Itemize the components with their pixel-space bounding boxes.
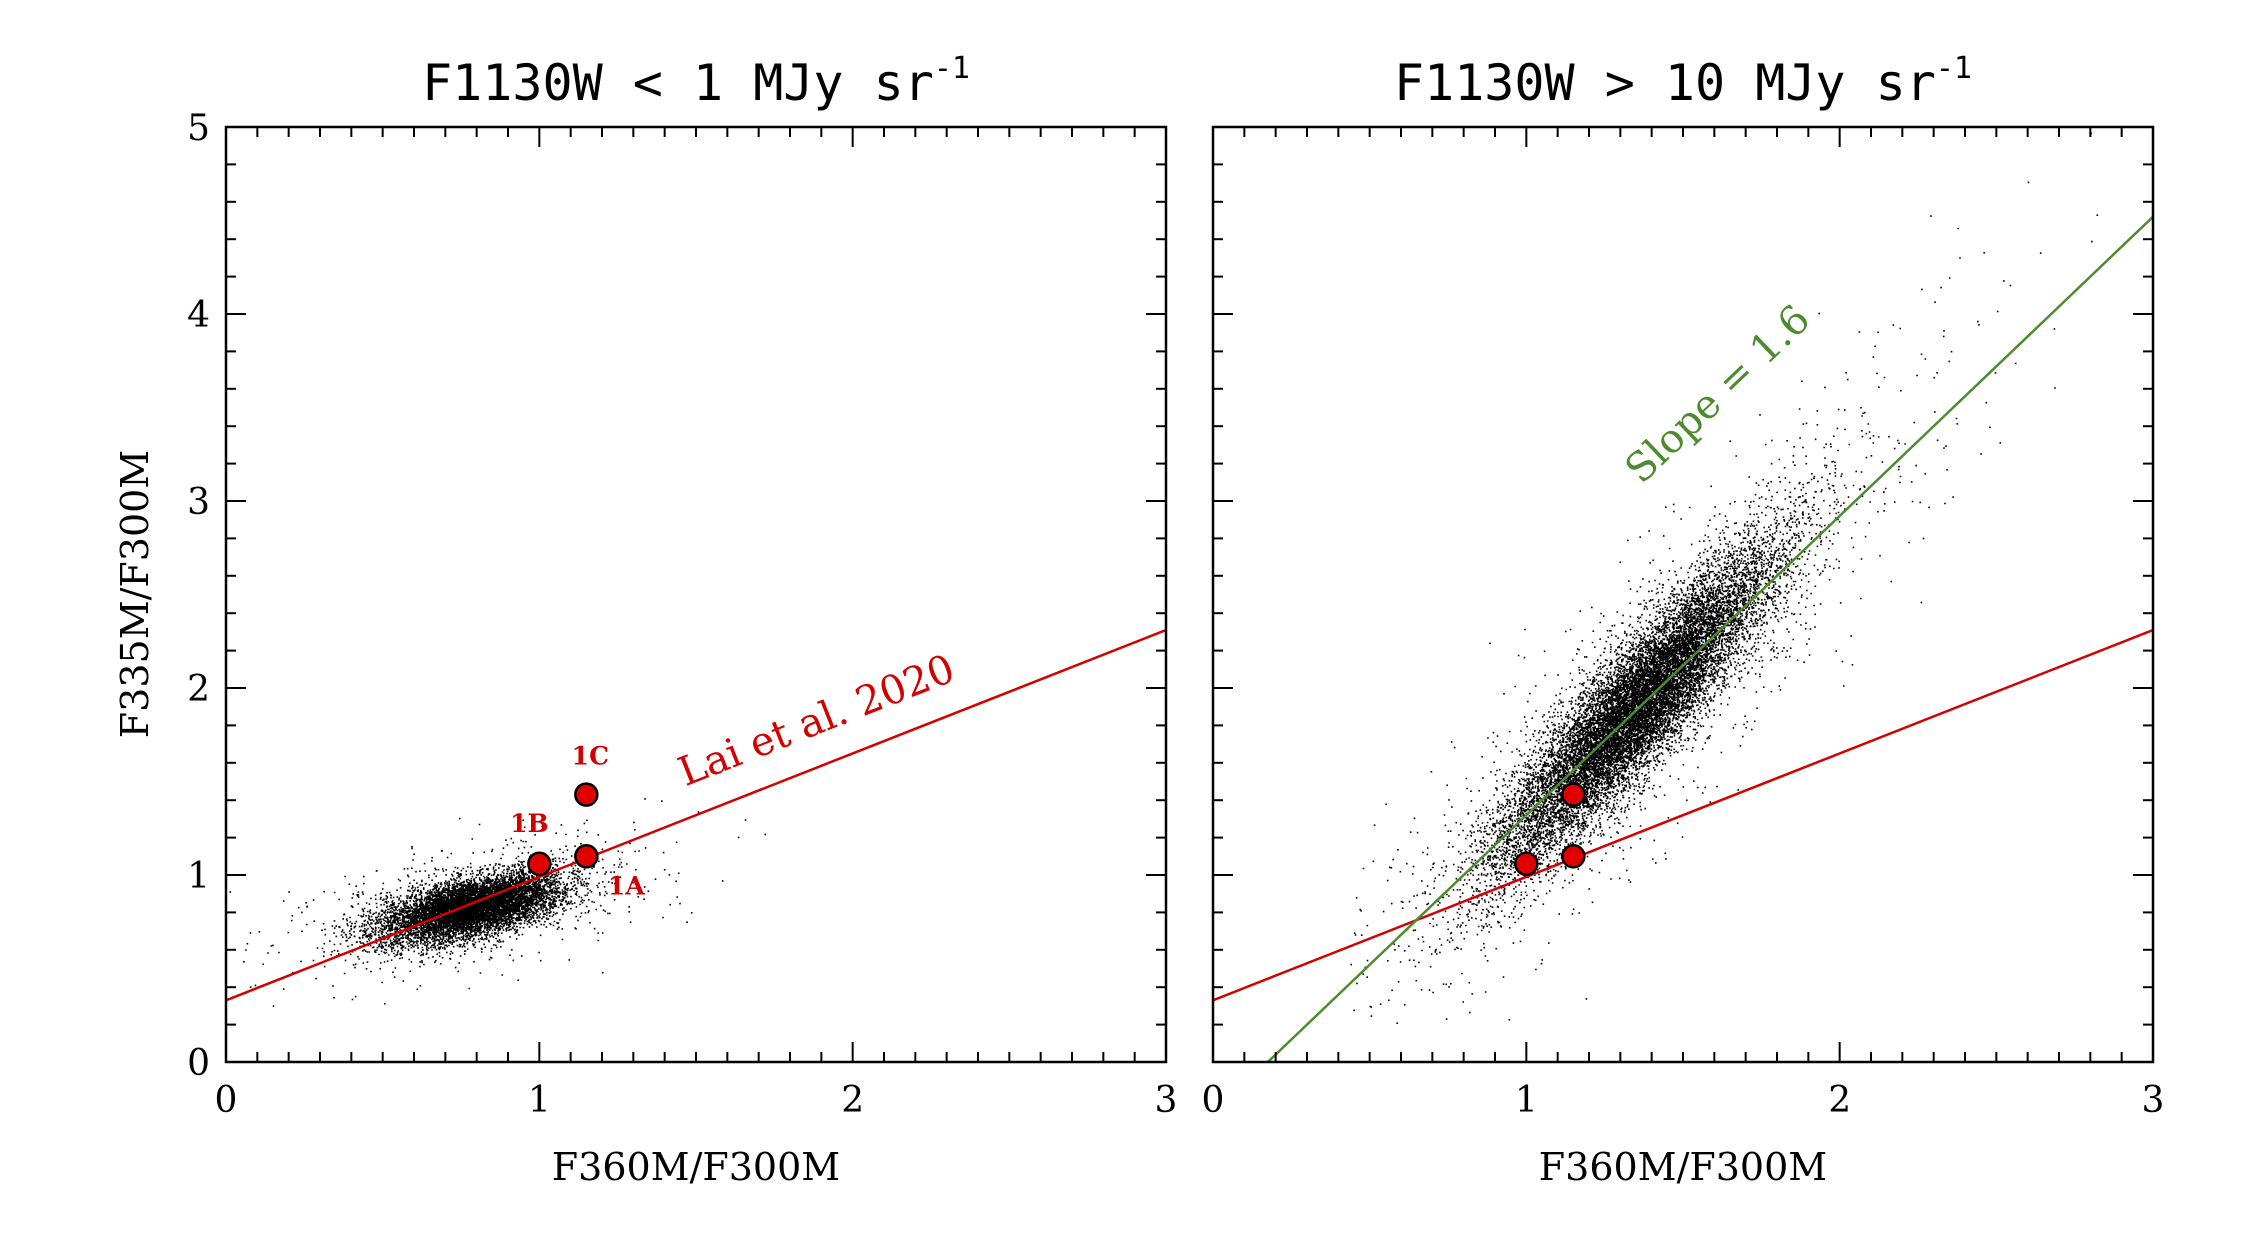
left-title-sup: -1: [934, 51, 970, 86]
line-annotation: Lai et al. 2020: [672, 646, 961, 796]
density-points: [229, 798, 767, 1007]
left-fit-lines: [226, 628, 1166, 1002]
x-tick-label: 3: [1155, 1080, 1178, 1121]
right-panel-title: F1130W > 10 MJy sr-1: [1394, 51, 1972, 112]
left-panel: F1130W < 1 MJy sr-1 1A 1B 1C Lai et al. 20…: [113, 51, 1177, 1189]
right-x-axis-label: F360M/F300M: [1539, 1145, 1827, 1189]
right-highlight-points: [1514, 782, 1586, 877]
lai-2020-line: [226, 628, 1166, 1002]
right-title-sup: -1: [1936, 51, 1972, 86]
highlight-point: [1561, 844, 1586, 869]
y-tick-label: 1: [187, 856, 210, 897]
lai-2020-line: [1213, 628, 2153, 1002]
point-label: 1B: [510, 809, 549, 838]
left-title-main: F1130W < 1 MJy sr: [422, 54, 934, 112]
y-tick-label: 4: [187, 295, 210, 336]
highlight-point: [1514, 851, 1539, 877]
density-points: [1350, 132, 2099, 1024]
right-panel: F1130W > 10 MJy sr-1 Slope = 1.6 0 1 2 3 F3…: [1202, 51, 2165, 1189]
highlight-point: [1561, 782, 1586, 807]
y-tick-label: 0: [187, 1043, 210, 1084]
left-panel-title: F1130W < 1 MJy sr-1: [422, 51, 970, 112]
right-x-axis: 0 1 2 3: [1202, 127, 2165, 1121]
left-y-axis-label: F335M/F300M: [113, 450, 157, 738]
x-tick-label: 2: [1828, 1080, 1851, 1121]
left-x-axis-label: F360M/F300M: [552, 1145, 840, 1189]
slope-fit-line: [1266, 215, 2153, 1062]
x-tick-label: 0: [1202, 1080, 1225, 1121]
right-y-axis: [1213, 126, 2153, 1063]
x-tick-label: 2: [841, 1080, 864, 1121]
x-tick-label: 1: [528, 1080, 551, 1121]
highlight-point: [574, 782, 599, 807]
left-highlight-points: 1A 1B 1C: [510, 742, 645, 901]
x-tick-label: 0: [215, 1080, 238, 1121]
y-tick-label: 5: [187, 108, 210, 149]
right-density-cloud: [1350, 132, 2099, 1024]
left-y-axis: 0 1 2 3 4 5: [187, 108, 1166, 1084]
point-label: 1A: [608, 871, 645, 900]
right-title-main: F1130W > 10 MJy sr: [1394, 54, 1936, 112]
right-fit-lines: [1213, 215, 2153, 1062]
highlight-point: [527, 851, 552, 877]
x-tick-label: 1: [1515, 1080, 1538, 1121]
line-annotation: Slope = 1.6: [1617, 296, 1820, 492]
x-tick-label: 3: [2142, 1080, 2165, 1121]
left-annotations: Lai et al. 2020: [672, 646, 961, 796]
point-label: 1C: [572, 742, 609, 771]
y-tick-label: 3: [187, 482, 210, 523]
highlight-point: [574, 844, 599, 869]
y-tick-label: 2: [187, 669, 210, 710]
left-density-cloud: [229, 798, 767, 1007]
left-x-axis: 0 1 2 3: [215, 127, 1178, 1121]
right-annotations: Slope = 1.6: [1617, 296, 1820, 492]
